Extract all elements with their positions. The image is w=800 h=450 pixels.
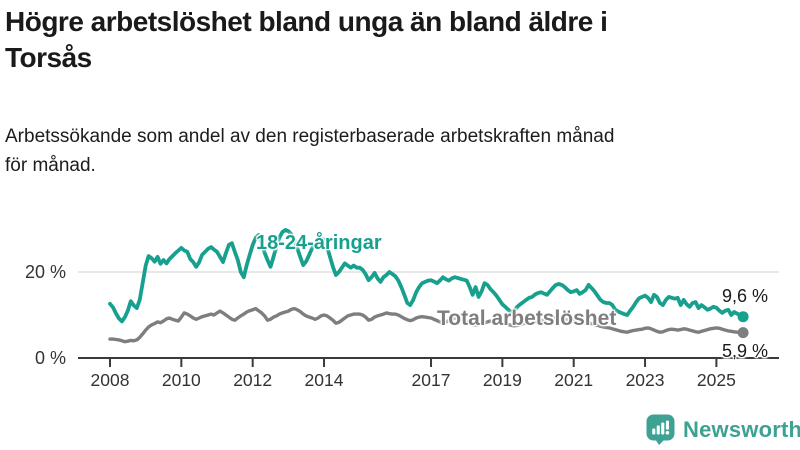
series-end-dot-total <box>737 327 749 339</box>
title-line-2: Torsås <box>5 42 92 73</box>
y-axis-label-0: 0 % <box>34 348 66 368</box>
series-end-dot-young <box>737 311 749 323</box>
end-value-label-total: 5,9 % <box>722 341 769 361</box>
x-tick-label: 2008 <box>91 370 130 390</box>
series-label-young: 18-24-åringar <box>256 232 382 254</box>
chart-subtitle: Arbetssökande som andel av den registerb… <box>5 122 785 180</box>
series-line-young <box>108 228 745 324</box>
series-line-total <box>108 306 745 344</box>
x-tick-label: 2019 <box>483 370 522 390</box>
subtitle-line-1: Arbetssökande som andel av den registerb… <box>5 126 615 147</box>
series-label-total: Total arbetslöshet <box>437 307 617 330</box>
logo-text: Newsworthy <box>683 416 800 442</box>
title-line-1: Högre arbetslöshet bland unga än bland ä… <box>5 6 608 37</box>
x-tick-label: 2023 <box>626 370 665 390</box>
x-tick-label: 2014 <box>305 370 344 390</box>
x-tick-label: 2012 <box>233 370 272 390</box>
end-value-label-young: 9,6 % <box>722 286 769 306</box>
x-tick-label: 2010 <box>162 370 201 390</box>
newsworthy-logo[interactable]: Newsworthy <box>646 414 800 445</box>
bar-chart-speech-bubble-icon <box>646 414 675 445</box>
x-tick-label: 2021 <box>554 370 593 390</box>
page-title: Högre arbetslöshet bland unga än bland ä… <box>5 4 785 76</box>
x-tick-label: 2017 <box>412 370 451 390</box>
x-tick-label: 2025 <box>697 370 736 390</box>
y-axis-label-20: 20 % <box>24 262 66 282</box>
subtitle-line-2: för månad. <box>5 155 96 176</box>
